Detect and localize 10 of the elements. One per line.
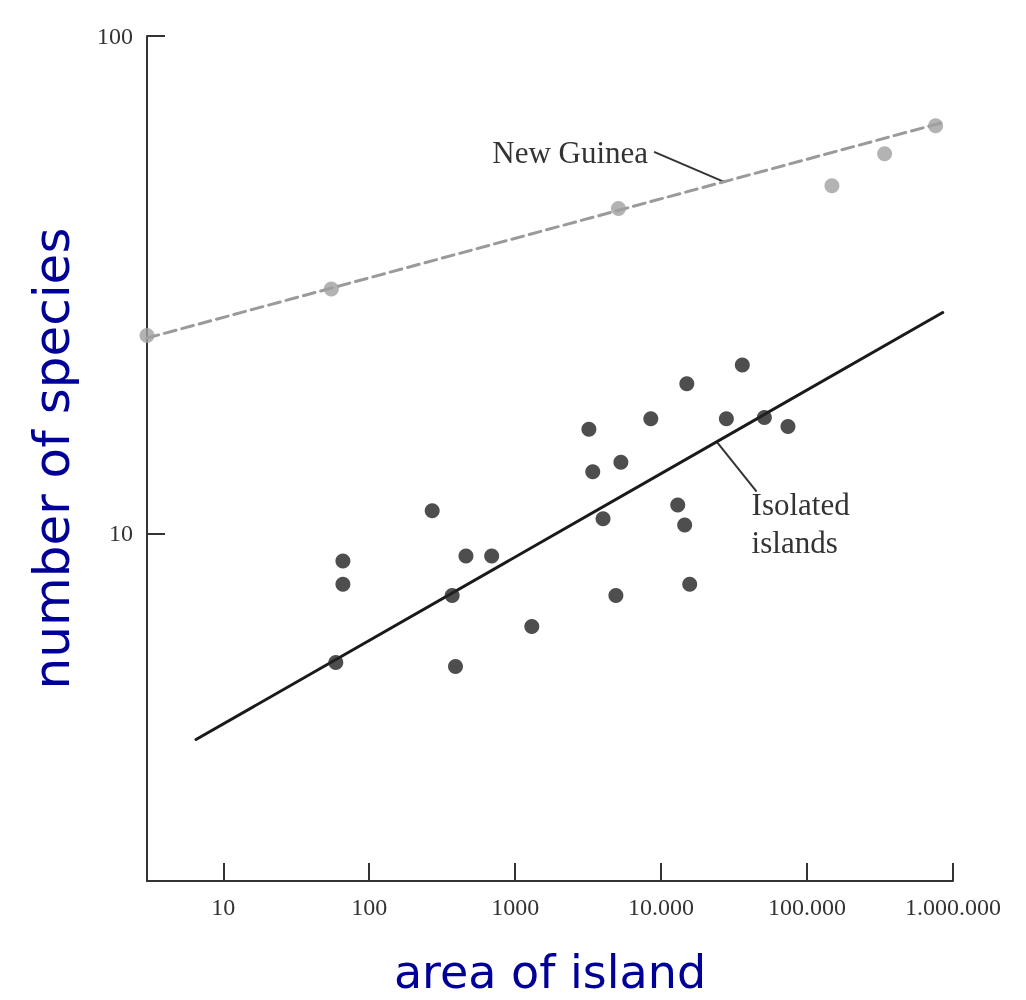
x-tick-label: 100 (351, 894, 388, 920)
annotation: New Guinea (492, 135, 649, 171)
x-tick-label: 100.000 (768, 894, 847, 920)
x-axis-title: area of island (393, 945, 707, 999)
x-tick-label: 1000 (491, 894, 540, 920)
x-tick-label: 1.000.000 (905, 894, 1001, 920)
x-tick-label: 10 (211, 894, 236, 920)
x-tick-label: 10.000 (628, 894, 695, 920)
annotation: Isolated islands (751, 487, 851, 560)
y-axis-title: number of species (23, 227, 81, 690)
